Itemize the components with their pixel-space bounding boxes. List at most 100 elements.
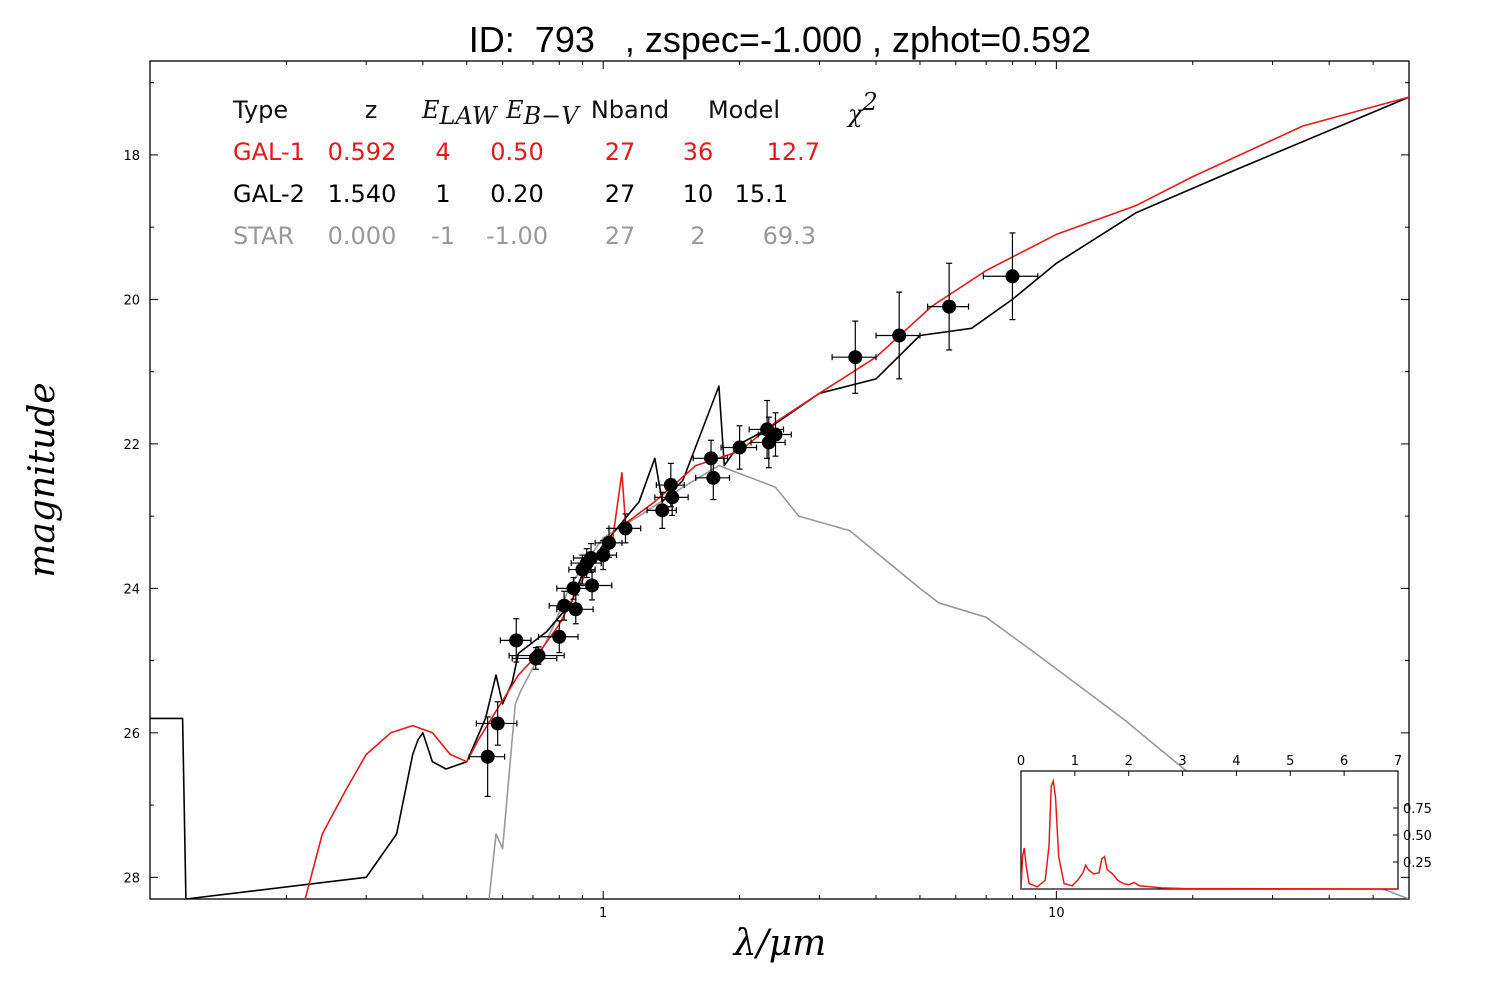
photometry-marker: [768, 427, 783, 442]
photometry-point: [537, 620, 579, 654]
legend-header-ebv-sub: B−V: [523, 102, 582, 130]
y-axis-label: magnitude: [22, 382, 63, 577]
photometry-point: [499, 618, 532, 663]
inset-x-tick-label: 5: [1286, 754, 1294, 769]
y-tick-label: 24: [123, 582, 140, 597]
inset-y-tick-label: 0.75: [1403, 802, 1432, 817]
photometry-marker: [942, 299, 957, 314]
y-tick-label: 20: [123, 293, 140, 308]
photometry-marker: [618, 521, 633, 536]
legend-header-chi2-main: χ: [846, 100, 864, 128]
legend-star-type: STAR: [233, 222, 294, 250]
y-tick-label: 22: [123, 438, 140, 453]
photometry-point: [468, 716, 506, 798]
legend-gal-1-elaw: 4: [435, 138, 450, 166]
legend-header-elaw-sub: LAW: [439, 102, 499, 130]
photometry-marker: [706, 470, 721, 485]
inset-x-tick-label: 6: [1340, 754, 1348, 769]
legend-gal-1-type: GAL-1: [233, 138, 305, 166]
y-tick-label: 26: [123, 727, 140, 742]
legend-gal-2-nband: 27: [605, 180, 636, 208]
legend-header-elaw-main: E: [421, 96, 440, 124]
photometry-marker: [490, 716, 505, 731]
legend-gal-1-chi2: 12.7: [767, 138, 820, 166]
legend-header-nband: Nband: [591, 96, 669, 124]
legend-star-nband: 27: [605, 222, 636, 250]
photometry-point: [556, 594, 594, 625]
inset-x-tick-label: 1: [1071, 754, 1079, 769]
legend-header-chi2-sup: 2: [862, 88, 878, 116]
legend-header-ebv-main: E: [505, 96, 524, 124]
inset-y-tick-label: 0.50: [1403, 829, 1432, 844]
photometry-marker: [568, 602, 583, 617]
inset-x-tick-label: 0: [1017, 754, 1025, 769]
legend-star-z: 0.000: [328, 222, 397, 250]
legend-gal-1-z: 0.592: [328, 138, 397, 166]
photometry-point: [572, 542, 608, 574]
photometry-marker: [601, 535, 616, 550]
inset-x-tick-label: 4: [1232, 754, 1240, 769]
photometry-point: [927, 262, 970, 351]
photometry-point: [757, 412, 792, 457]
legend-header-model: Model: [708, 96, 780, 124]
photometry-marker: [655, 503, 670, 518]
legend-header-z: z: [365, 96, 378, 124]
photometry-marker: [1005, 269, 1020, 284]
photometry-point: [588, 540, 618, 571]
photometry-marker: [704, 451, 719, 466]
photometry-marker: [584, 551, 599, 566]
inset-x-tick-label: 3: [1178, 754, 1186, 769]
photometry-marker: [585, 578, 600, 593]
photometry-point: [608, 513, 642, 544]
photometry-marker: [663, 478, 678, 493]
inset-ticks: 0 1 2 3 4 5 6 7 0.25 0.50 0.75: [1017, 754, 1432, 871]
legend-header-elaw: ELAW: [421, 96, 499, 130]
redshift-pdf-inset: 0 1 2 3 4 5 6 7 0.25 0.50 0.75: [1017, 754, 1432, 890]
x-tick-label: 10: [1048, 906, 1065, 921]
photometry-marker: [848, 350, 863, 365]
photometry-point: [654, 478, 689, 516]
legend-star-ebv: -1.00: [486, 222, 548, 250]
photometry-point: [646, 491, 677, 530]
legend-gal-2-chi2: 15.1: [735, 180, 788, 208]
legend-star-elaw: -1: [431, 222, 455, 250]
legend-star-model: 2: [690, 222, 705, 250]
photometry-point: [875, 291, 921, 380]
photometry-point: [831, 320, 877, 394]
x-axis-label: λ/μm: [732, 923, 826, 964]
photometry-marker: [566, 581, 581, 596]
pdf-curve: [1021, 778, 1398, 889]
photometry-point: [695, 455, 731, 501]
y-tick-label: 28: [123, 871, 140, 886]
legend-header-chi2: χ2: [846, 88, 878, 128]
legend-header-ebv: EB−V: [505, 96, 581, 130]
sed-line-star: [488, 464, 1409, 899]
plot-frame: [149, 60, 1410, 900]
photometry-point: [508, 646, 565, 665]
inset-x-tick-label: 2: [1125, 754, 1133, 769]
photometry-point: [692, 439, 729, 477]
legend-star-chi2: 69.3: [763, 222, 816, 250]
inset-y-tick-label: 0.25: [1403, 856, 1432, 871]
photometry-marker: [480, 749, 495, 764]
photometry-point: [982, 232, 1039, 321]
inset-frame: [1020, 770, 1399, 890]
photometry-point: [720, 425, 758, 470]
legend-gal-1-nband: 27: [605, 138, 636, 166]
chart-title: ID: 793 , zspec=-1.000 , zphot=0.592: [469, 19, 1091, 60]
photometry-point: [569, 570, 613, 601]
photometry-point: [475, 701, 518, 746]
photometry-marker: [509, 633, 524, 648]
photometry-marker: [665, 490, 680, 505]
x-tick-label: 1: [599, 906, 607, 921]
photometry-marker: [531, 648, 546, 663]
legend-table: Type z ELAW EB−V Nband Model χ2 GAL-1 0.5…: [232, 88, 878, 250]
legend-header-type: Type: [232, 96, 288, 124]
legend-gal-1-ebv: 0.50: [490, 138, 543, 166]
legend-gal-1-model: 36: [683, 138, 714, 166]
photometry-marker: [552, 629, 567, 644]
legend-gal-2-z: 1.540: [328, 180, 397, 208]
legend-gal-2-elaw: 1: [435, 180, 450, 208]
